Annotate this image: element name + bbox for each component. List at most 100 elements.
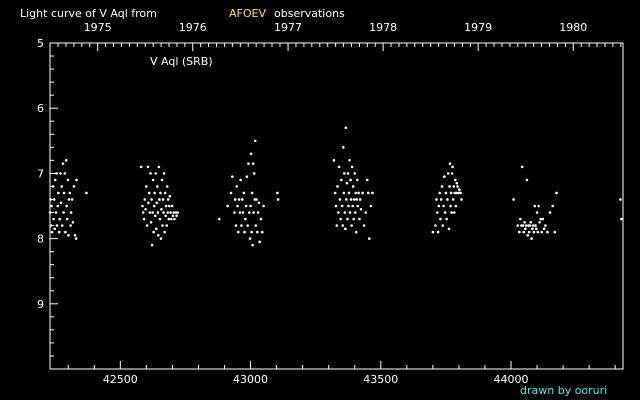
data-point — [75, 178, 78, 182]
data-point — [456, 185, 459, 188]
data-point — [447, 227, 451, 231]
data-point — [139, 165, 143, 169]
data-point — [166, 211, 170, 214]
data-point — [540, 230, 544, 234]
data-point — [165, 185, 169, 188]
data-point — [163, 191, 167, 195]
data-point — [145, 185, 148, 188]
data-point — [347, 191, 351, 195]
y-tick-label: 8 — [37, 233, 44, 246]
data-point — [52, 198, 56, 201]
data-point — [152, 230, 155, 234]
data-point — [231, 175, 234, 178]
data-point — [161, 198, 165, 201]
data-point — [155, 201, 159, 205]
data-point — [166, 198, 170, 201]
data-point — [149, 221, 153, 224]
data-point — [156, 185, 159, 188]
data-point — [164, 214, 167, 218]
data-point — [449, 191, 453, 195]
data-point — [451, 165, 454, 169]
data-point — [167, 204, 171, 208]
data-point — [63, 172, 67, 175]
data-point — [234, 224, 238, 227]
data-point — [516, 224, 520, 227]
data-point — [55, 224, 59, 227]
data-point — [541, 217, 545, 221]
data-point — [53, 178, 57, 182]
x-tick-label: 44000 — [494, 373, 529, 386]
data-point — [439, 217, 442, 221]
data-point — [258, 240, 261, 244]
data-point — [172, 211, 176, 214]
data-point — [369, 204, 373, 208]
data-point — [64, 230, 67, 234]
data-point — [152, 204, 156, 208]
data-point — [337, 165, 341, 169]
data-point — [72, 185, 76, 188]
data-point — [150, 198, 153, 201]
data-point — [226, 204, 229, 208]
data-point — [539, 217, 542, 221]
series-label: V Aql (SRB) — [150, 55, 213, 68]
data-point — [340, 178, 343, 182]
data-point — [524, 224, 528, 227]
data-point — [171, 214, 175, 218]
data-point — [457, 191, 460, 195]
data-point — [57, 191, 60, 195]
data-point — [339, 217, 342, 221]
data-point — [74, 237, 78, 240]
data-point — [50, 230, 54, 234]
data-point — [362, 224, 366, 227]
data-point — [438, 191, 441, 195]
data-point — [168, 194, 172, 198]
data-point — [439, 198, 443, 201]
data-point — [246, 224, 249, 227]
data-point — [533, 204, 537, 208]
data-point — [538, 221, 541, 224]
data-point — [162, 211, 165, 214]
data-point — [351, 185, 355, 188]
data-point — [247, 162, 250, 165]
data-point — [349, 178, 352, 182]
y-tick-label: 5 — [37, 37, 44, 50]
data-point — [60, 185, 64, 188]
data-point — [341, 224, 345, 227]
data-point — [345, 198, 348, 201]
data-point — [521, 224, 525, 227]
data-point — [512, 198, 515, 201]
data-point — [143, 198, 147, 201]
data-point — [235, 185, 239, 188]
data-point — [442, 204, 445, 208]
data-point — [358, 217, 361, 221]
data-point — [249, 152, 253, 156]
data-point — [450, 172, 454, 175]
data-point — [157, 165, 161, 169]
data-point — [244, 217, 247, 221]
data-point — [553, 230, 557, 234]
data-point — [436, 230, 440, 234]
data-point — [448, 162, 452, 165]
data-point — [338, 198, 342, 201]
data-point — [67, 234, 70, 237]
data-point — [443, 175, 446, 178]
data-point — [361, 191, 364, 195]
data-point — [249, 204, 252, 208]
data-point — [437, 204, 441, 208]
data-point — [531, 224, 535, 227]
data-point — [534, 224, 537, 227]
year-label: 1980 — [559, 21, 587, 34]
data-point — [356, 204, 360, 208]
data-point — [365, 178, 369, 182]
data-point — [66, 178, 70, 182]
data-point — [344, 227, 347, 231]
data-point — [346, 217, 349, 221]
data-point — [620, 217, 623, 221]
data-point — [159, 191, 162, 195]
data-point — [237, 230, 240, 234]
data-point — [57, 230, 61, 234]
data-point — [158, 198, 161, 201]
x-tick-label: 42500 — [103, 373, 138, 386]
data-points — [48, 126, 623, 247]
